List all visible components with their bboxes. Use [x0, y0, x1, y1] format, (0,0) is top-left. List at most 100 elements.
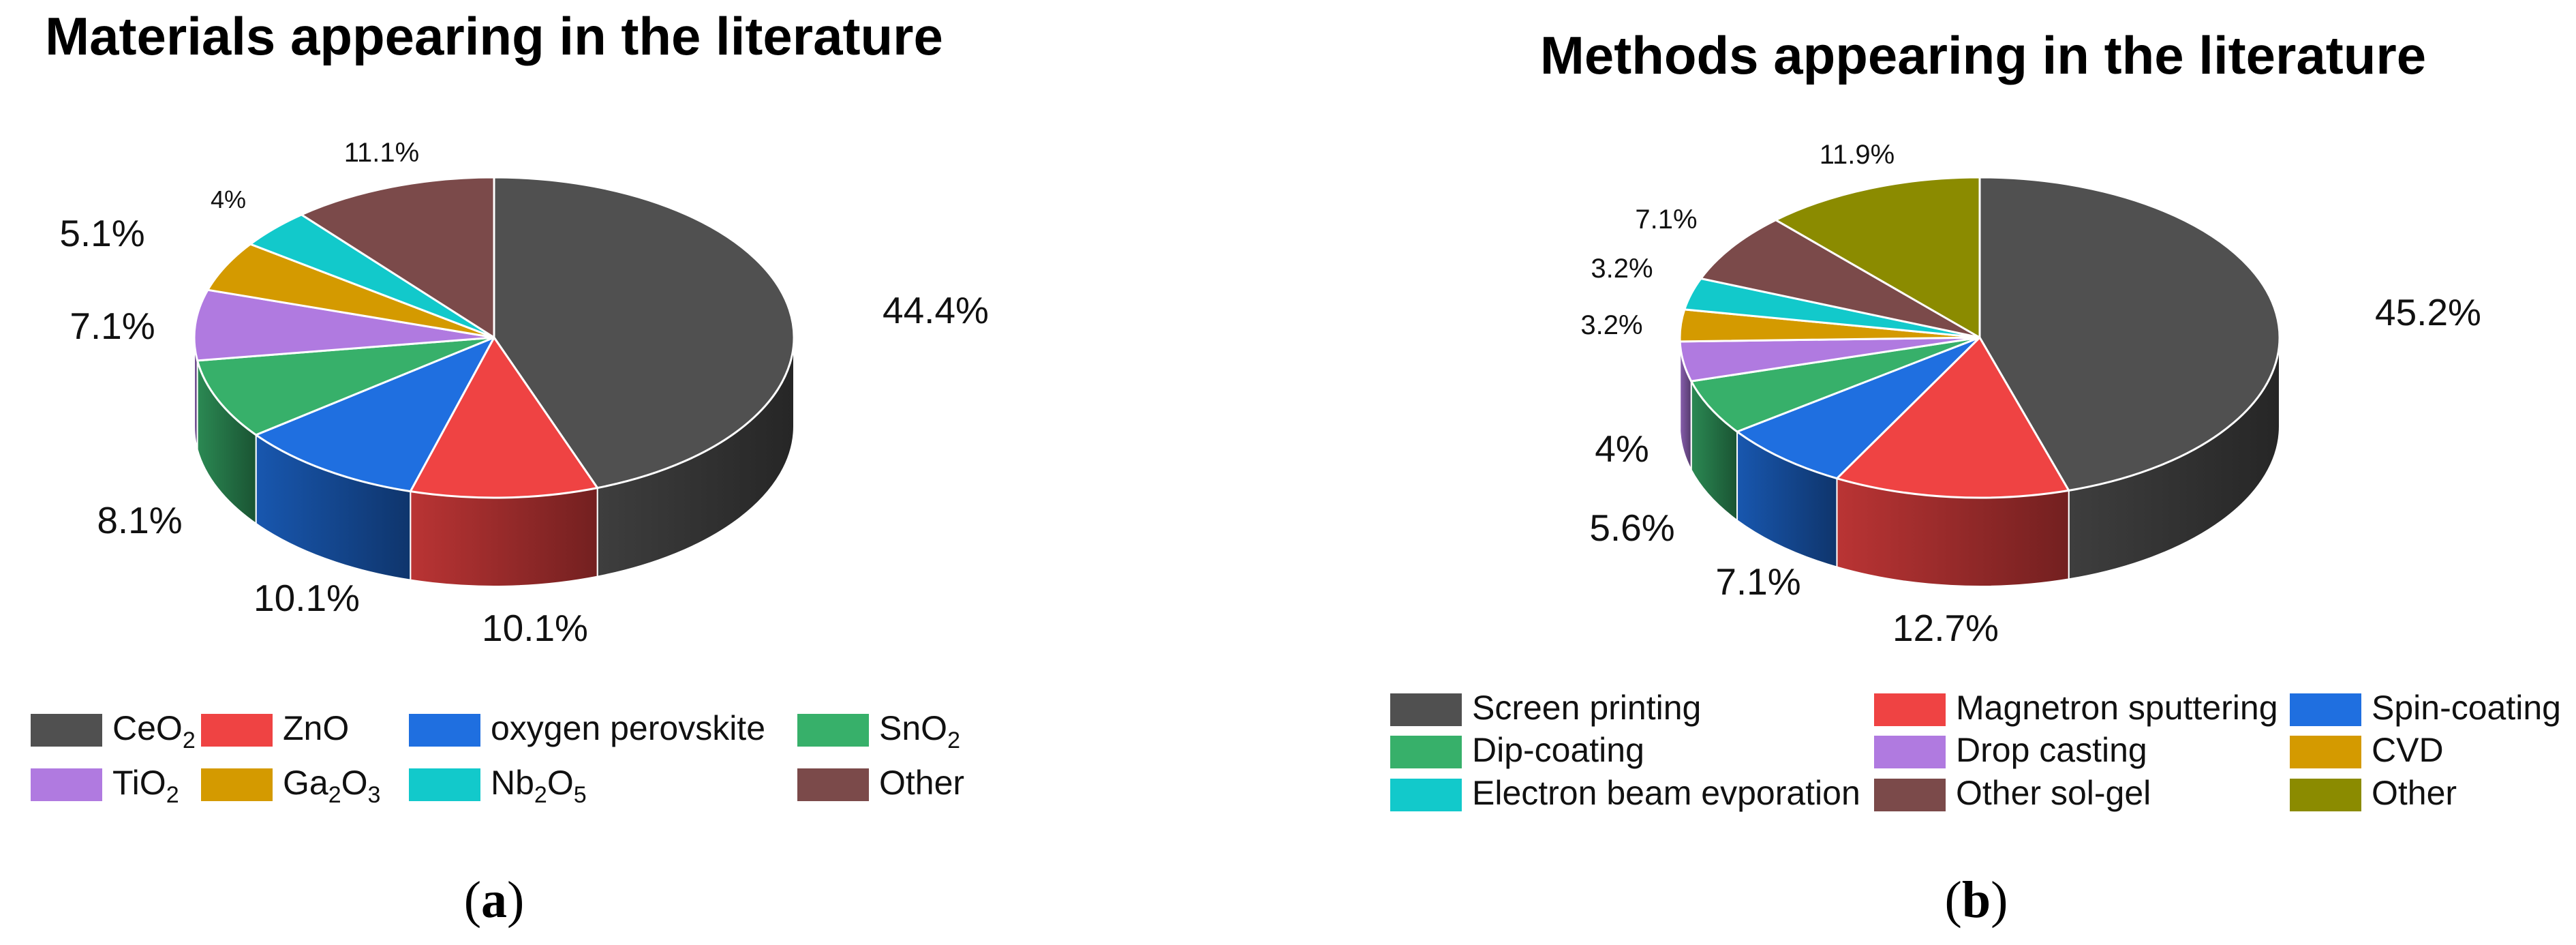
legend-item-1-2: Spin-coating: [2290, 689, 2561, 727]
percent-label-1-5: 3.2%: [1580, 310, 1642, 340]
legend-label-1-3: Dip-coating: [1472, 731, 1644, 769]
percent-label-0-2: 10.1%: [254, 577, 360, 619]
legend-item-1-3: Dip-coating: [1390, 731, 1644, 769]
legend-swatch-0-6: [409, 768, 480, 801]
legend-item-0-7: Other: [797, 764, 964, 802]
caption-a-open: (: [464, 871, 481, 929]
methods-percent-labels: 45.2% 12.7% 7.1% 5.6% 4% 3.2% 3.2% 7.1% 11.9%: [1580, 140, 2481, 649]
legend-label-1-6: Electron beam evporation: [1472, 774, 1860, 812]
legend-item-0-6: Nb2​O5​: [409, 764, 587, 808]
materials-percent-labels: 44.4% 10.1% 10.1% 8.1% 7.1% 5.1% 4% 11.1%: [59, 138, 989, 649]
legend-item-1-4: Drop casting: [1874, 731, 2147, 769]
pie-slice-1-2: [1736, 336, 1981, 480]
pie-slice-0-7: [300, 176, 495, 339]
methods-pie: [1678, 176, 2281, 587]
legend-swatch-1-6: [1390, 779, 1462, 811]
legend-label-0-6: Nb2​O5​: [491, 764, 587, 808]
methods-chart-title: Methods appearing in the literature: [1540, 25, 2426, 85]
legend-label-1-1: Magnetron sputtering: [1956, 689, 2278, 727]
caption-a: (a): [464, 871, 525, 929]
legend-item-1-8: Other: [2290, 774, 2457, 812]
legend-label-1-8: Other: [2372, 774, 2457, 812]
pie-slice-0-3: [196, 336, 495, 436]
caption-b-open: (: [1945, 871, 1962, 929]
legend-item-0-1: ZnO: [201, 709, 349, 747]
legend-label-0-3: SnO2​: [879, 709, 960, 753]
percent-label-0-3: 8.1%: [97, 499, 182, 541]
legend-swatch-0-0: [31, 714, 102, 747]
percent-label-0-4: 7.1%: [70, 305, 155, 347]
legend-item-1-7: Other sol-gel: [1874, 774, 2151, 812]
methods-pie-panel: Methods appearing in the literature 45.2…: [1390, 25, 2561, 929]
legend-swatch-1-5: [2290, 736, 2361, 768]
materials-pie: [193, 176, 795, 587]
pie-slice-1-0: [1978, 176, 2281, 492]
legend-label-0-0: CeO2​: [112, 709, 196, 753]
pie-slice-0-1: [409, 336, 599, 499]
percent-label-1-4: 4%: [1595, 427, 1649, 470]
legend-swatch-1-1: [1874, 693, 1946, 726]
legend-label-0-1: ZnO: [283, 709, 349, 747]
materials-pie-panel: Materials appearing in the literature 44…: [31, 6, 989, 929]
percent-label-0-5: 5.1%: [59, 212, 144, 254]
legend-swatch-1-7: [1874, 779, 1946, 811]
legend-swatch-1-8: [2290, 779, 2361, 811]
legend-label-1-5: CVD: [2372, 731, 2444, 769]
legend-swatch-1-0: [1390, 693, 1462, 726]
legend-swatch-1-3: [1390, 736, 1462, 768]
legend-swatch-0-1: [201, 714, 273, 747]
methods-legend: Screen printing Magnetron sputtering Spin-…: [1390, 689, 2561, 812]
percent-label-0-7: 11.1%: [344, 138, 419, 168]
percent-label-0-0: 44.4%: [883, 289, 989, 331]
percent-label-1-1: 12.7%: [1892, 607, 1999, 649]
caption-b: (b): [1945, 871, 2008, 929]
percent-label-1-8: 11.9%: [1820, 140, 1895, 170]
legend-swatch-1-4: [1874, 736, 1946, 768]
legend-item-0-5: Ga2​O3​: [201, 764, 380, 808]
legend-label-0-2: oxygen perovskite: [491, 709, 765, 747]
legend-item-0-3: SnO2​: [797, 709, 960, 753]
legend-swatch-0-2: [409, 714, 480, 747]
caption-b-letter: b: [1962, 871, 1991, 929]
legend-item-1-0: Screen printing: [1390, 689, 1701, 727]
legend-label-1-0: Screen printing: [1472, 689, 1701, 727]
percent-label-0-6: 4%: [211, 185, 246, 213]
legend-swatch-1-2: [2290, 693, 2361, 726]
percent-label-1-2: 7.1%: [1715, 560, 1800, 603]
legend-item-1-5: CVD: [2290, 731, 2444, 769]
materials-legend: CeO2​ ZnO oxygen perovskite SnO2​ TiO2​ Ga2​O…: [31, 709, 964, 808]
legend-item-1-6: Electron beam evporation: [1390, 774, 1860, 812]
legend-label-0-5: Ga2​O3​: [283, 764, 380, 808]
legend-item-0-0: CeO2​: [31, 709, 196, 753]
legend-item-1-1: Magnetron sputtering: [1874, 689, 2278, 727]
percent-label-1-7: 7.1%: [1635, 205, 1697, 235]
pie-slice-1-7: [1700, 219, 1981, 339]
percent-label-1-6: 3.2%: [1591, 254, 1653, 284]
materials-chart-title: Materials appearing in the literature: [45, 6, 943, 66]
legend-swatch-0-7: [797, 768, 869, 801]
percent-label-1-0: 45.2%: [2375, 291, 2481, 333]
legend-item-0-2: oxygen perovskite: [409, 709, 765, 747]
percent-label-1-3: 5.6%: [1589, 507, 1674, 549]
pie-slice-0-5: [206, 243, 495, 339]
percent-label-0-1: 10.1%: [482, 607, 588, 649]
pie-slice-1-3: [1690, 336, 1981, 433]
legend-swatch-0-5: [201, 768, 273, 801]
pie-slice-0-2: [255, 336, 495, 493]
legend-label-0-4: TiO2​: [112, 764, 179, 808]
pie-side-0-1: [410, 487, 598, 587]
pie-slice-0-4: [193, 288, 495, 362]
legend-label-0-7: Other: [879, 764, 964, 802]
pie-slice-0-0: [493, 176, 795, 490]
caption-b-close: ): [1991, 871, 2008, 929]
legend-swatch-0-4: [31, 768, 102, 801]
legend-label-1-7: Other sol-gel: [1956, 774, 2151, 812]
caption-a-close: ): [507, 871, 524, 929]
legend-label-1-2: Spin-coating: [2372, 689, 2561, 727]
caption-a-letter: a: [481, 871, 507, 929]
pie-slice-1-1: [1835, 336, 2070, 499]
legend-item-0-4: TiO2​: [31, 764, 179, 808]
pie-slice-1-8: [1775, 176, 1981, 339]
legend-label-1-4: Drop casting: [1956, 731, 2147, 769]
